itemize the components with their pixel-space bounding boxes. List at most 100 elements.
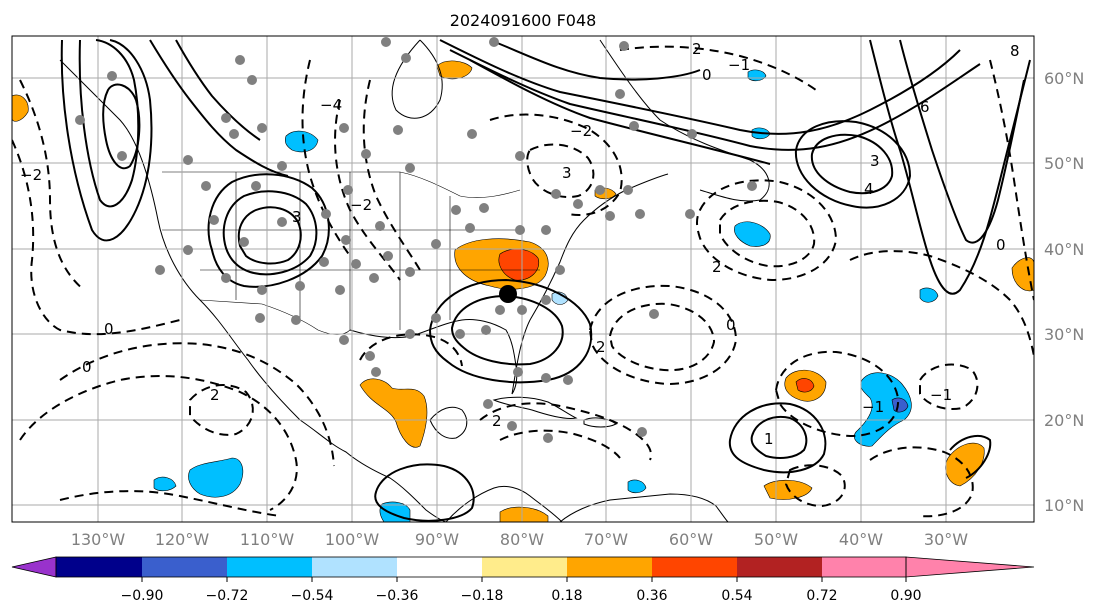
yucatan [429,406,468,439]
shade-blue-rockies [284,130,319,153]
shade-orange-edge-west [12,94,29,122]
colorbar-tick-marks [141,577,907,582]
colorbar-tick-label: −0.18 [461,588,504,604]
contour-low-rockies-2 [222,190,318,276]
lon-label: 100°W [325,530,380,549]
storm-center-marker [499,285,517,303]
contour-dash-northwest-1 [12,139,181,336]
colorbar-tick-label: 0.54 [721,588,752,604]
contour-dash-plains-2 [362,79,421,271]
contour-label: −2 [350,196,372,214]
contour-label: −1 [930,386,952,404]
contour-dash-pacific-4 [59,490,281,517]
lon-label: 110°W [240,530,295,549]
contour-label: 0 [82,358,92,376]
hudson-bay [391,39,443,119]
contour-dash-atlantic-30n-1 [588,284,738,386]
colorbar-tick-label: −0.72 [206,588,249,604]
contour-dash-plains-3 [301,59,351,257]
state-lines-2 [162,229,540,271]
colorbar-swatch [482,557,567,577]
contour-dash-north-atlantic [619,45,817,91]
colorbar-outline [55,556,907,578]
contour-dash-atlantic-20n-1 [774,350,900,438]
cuba [492,396,578,419]
lat-label: 60°N [1044,69,1084,88]
colorbar-swatch [142,557,227,577]
lon-label: 120°W [155,530,210,549]
colorbar-extend-low [11,556,57,578]
contour-atlantic-ridge [869,39,1031,295]
contour-label: 3 [870,152,880,170]
lat-label: 40°N [1044,240,1084,259]
shade-red-atlantic-20n [795,378,815,393]
longitude-labels: 130°W 120°W 110°W 100°W 90°W 80°W 70°W 6… [71,530,968,549]
contour-west-ridge-2 [175,39,261,141]
contour-label: 4 [864,180,874,198]
contour-label: 1 [764,430,774,448]
contour-dash-atlantic-20n-2 [919,363,979,410]
contour-dash-atlantic-south [869,446,974,518]
shaded-positive-regions [12,60,1034,522]
contour-southeast-low-1 [428,278,593,384]
contour-label: 3 [562,164,572,182]
colorbar-swatch [822,557,906,577]
colorbar-swatch [397,557,482,577]
map-frame [11,35,1035,523]
contour-label: −1 [728,56,750,74]
shade-blue-pacific-small [153,476,177,492]
contour-atlantic-low-1 [794,120,912,209]
contour-jet-4 [489,39,701,81]
colorbar-tick-label: 0.36 [636,588,667,604]
lon-label: 130°W [71,530,126,549]
contour-label: −2 [570,122,592,140]
contour-dash-atlantic-40n-2 [719,199,816,268]
gridlines [12,36,1034,522]
contour-atlantic-15n [728,402,827,474]
contour-label: 0 [702,66,712,84]
lon-label: 90°W [415,530,459,549]
colorbar-swatch [567,557,652,577]
lat-label: 30°N [1044,325,1084,344]
contour-label: 0 [104,320,114,338]
contour-dash-gulf-1 [359,333,463,367]
contour-caribbean-low [374,463,475,522]
shade-blue-atlantic-30n [919,287,939,303]
contour-west-ridge-1 [149,39,289,177]
shade-orange-central-america [499,506,549,522]
contour-label: 2 [210,386,220,404]
colorbar-tick-label: 0.18 [551,588,582,604]
colorbar-extend-high [905,556,1035,578]
contour-label: 8 [1010,42,1020,60]
shade-blue-atlantic-40n [734,221,771,247]
contour-label: 3 [292,208,302,226]
contour-label: 2 [712,258,722,276]
contour-dash-east-1 [849,250,1034,357]
hispaniola [583,417,617,428]
latitude-labels: 60°N 50°N 40°N 30°N 20°N 10°N [1044,69,1084,515]
station-dots [75,37,757,443]
contour-labels: 0 0 2 3 −2 −4 −2 2 3 −1 2 0 1 0 −1 −1 2 … [20,40,1020,448]
north-america-west-coast [59,59,447,522]
lon-label: 60°W [669,530,713,549]
state-lines-1 [235,172,451,330]
central-america [445,485,563,522]
contour-label: −1 [862,398,884,416]
contour-dash-pacific-1 [19,375,298,511]
contour-label: 6 [920,98,930,116]
map-panel: 0 0 2 3 −2 −4 −2 2 3 −1 2 0 1 0 −1 −1 2 … [12,36,1034,522]
map-title: 2024091600 F048 [450,11,597,30]
contour-west-trough-3 [102,83,141,170]
lat-label: 50°N [1044,154,1084,173]
us-canada-border [162,171,521,198]
solid-contours [60,39,1031,522]
contour-dash-caribbean-2 [499,429,621,459]
colorbar-swatch [652,557,737,577]
contour-label: 0 [726,316,736,334]
lat-label: 20°N [1044,411,1084,430]
dashed-contours [12,45,1034,518]
contour-dash-atlantic-40n-1 [696,179,838,282]
contour-dash-caribbean-1 [479,402,652,461]
contour-dash-northwest-2 [19,79,85,291]
